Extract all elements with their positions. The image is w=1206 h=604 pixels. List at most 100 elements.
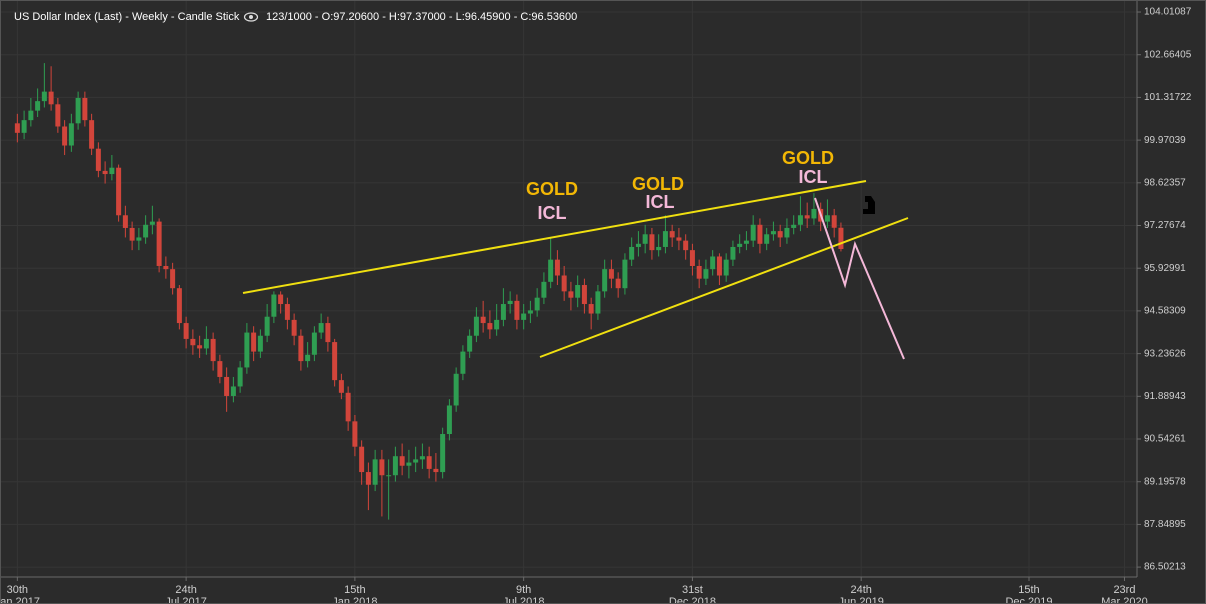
x-tick-label: 30thJan 2017 <box>0 584 40 604</box>
candle-body <box>271 294 277 317</box>
y-tick-label: 86.50213 <box>1144 562 1186 573</box>
candle-body <box>662 231 668 247</box>
candle-body <box>413 459 419 463</box>
annotation: ICL <box>538 203 567 223</box>
candle-body <box>251 332 257 352</box>
candle-body <box>325 323 331 343</box>
candle-body <box>392 456 398 476</box>
y-tick-label: 90.54261 <box>1144 434 1186 445</box>
candle-body <box>581 285 587 305</box>
candle-body <box>345 392 351 422</box>
drawings <box>242 180 909 360</box>
x-tick-label: 24th Jul 2017 <box>165 584 207 604</box>
candle-body <box>129 227 135 241</box>
candle-body <box>278 294 284 305</box>
candle-body <box>332 342 338 381</box>
candle-body <box>460 351 466 374</box>
candle-body <box>689 250 695 266</box>
candle-body <box>622 259 628 289</box>
candle-body <box>116 167 122 216</box>
candle-body <box>770 231 776 235</box>
x-tick-label: 24th Jun 2019 <box>839 584 884 604</box>
candle-body <box>838 227 844 249</box>
candle-body <box>656 246 662 251</box>
y-tick-label: 104.01087 <box>1144 7 1192 18</box>
candle-body <box>683 240 689 251</box>
candle-body <box>602 269 608 292</box>
candle-body <box>433 468 439 473</box>
candle-body <box>710 256 716 270</box>
candle-body <box>716 256 722 276</box>
candle-body <box>318 323 324 333</box>
candle-body <box>669 231 675 238</box>
candle-body <box>136 237 142 241</box>
annotation: GOLD <box>782 148 834 168</box>
candle-body <box>197 345 203 349</box>
candle-body <box>561 275 567 292</box>
candle-body <box>62 126 68 146</box>
ohlc-info: 123/1000 - O:97.20600 - H:97.37000 - L:9… <box>266 11 577 23</box>
candle-body <box>737 243 743 247</box>
candle-body <box>55 104 61 127</box>
candle-body <box>170 269 176 289</box>
candle-body <box>824 215 830 222</box>
candle-body <box>784 227 790 238</box>
candle-body <box>359 446 365 473</box>
candle-body <box>406 462 412 466</box>
candle-body <box>122 215 128 228</box>
candle-body <box>183 323 189 339</box>
candle-body <box>811 208 817 219</box>
candle-body <box>41 91 47 102</box>
candle-body <box>642 234 648 244</box>
candle-body <box>588 304 594 314</box>
candle-body <box>298 335 304 362</box>
annotation: ICL <box>646 192 675 212</box>
candle-body <box>365 472 371 485</box>
candle-body <box>35 101 41 111</box>
y-tick-label: 87.84895 <box>1144 519 1186 530</box>
y-axis-panel <box>1137 0 1206 604</box>
candle-body <box>264 316 270 336</box>
x-tick-label: 15th Dec 2019 <box>1005 584 1052 604</box>
candle-body <box>473 316 479 336</box>
axes: 104.01087 102.66405 101.31722 99.97039 98.62… <box>0 7 1192 604</box>
x-tick-label: 9th Jul 2018 <box>503 584 545 604</box>
candle-body <box>743 240 749 244</box>
candle-body <box>696 265 702 279</box>
candle-body <box>703 269 709 279</box>
candle-body <box>426 456 432 469</box>
candle-body <box>635 243 641 247</box>
marker-shape <box>863 196 875 214</box>
candle-body <box>480 316 486 324</box>
y-tick-label: 98.62357 <box>1144 177 1186 188</box>
candle-body <box>804 215 810 219</box>
candle-body <box>82 97 88 121</box>
y-tick-label: 95.92991 <box>1144 263 1186 274</box>
candle-body <box>723 259 729 276</box>
candle-body <box>143 224 149 238</box>
candle-body <box>237 367 243 387</box>
candle-body <box>95 148 101 171</box>
candle-body <box>68 123 74 146</box>
candle-body <box>210 338 216 362</box>
candle-body <box>156 221 162 266</box>
x-tick-label: 23rd Mar 2020 <box>1101 584 1147 604</box>
y-tick-label: 101.31722 <box>1144 92 1192 103</box>
candle-body <box>730 246 736 260</box>
candle-body <box>757 224 763 244</box>
candle-body <box>203 338 209 349</box>
candle-body <box>777 231 783 238</box>
candle-body <box>14 123 20 133</box>
chart-title: US Dollar Index (Last) - Weekly - Candle… <box>14 11 240 23</box>
candle-body <box>750 224 756 241</box>
candle-body <box>352 421 358 447</box>
visibility-icon[interactable] <box>243 12 259 22</box>
trend-line <box>539 217 909 358</box>
candle-body <box>500 304 506 320</box>
candle-body <box>554 259 560 276</box>
y-tick-label: 93.23626 <box>1144 348 1186 359</box>
candle-body <box>467 335 473 352</box>
candle-body <box>399 456 405 466</box>
